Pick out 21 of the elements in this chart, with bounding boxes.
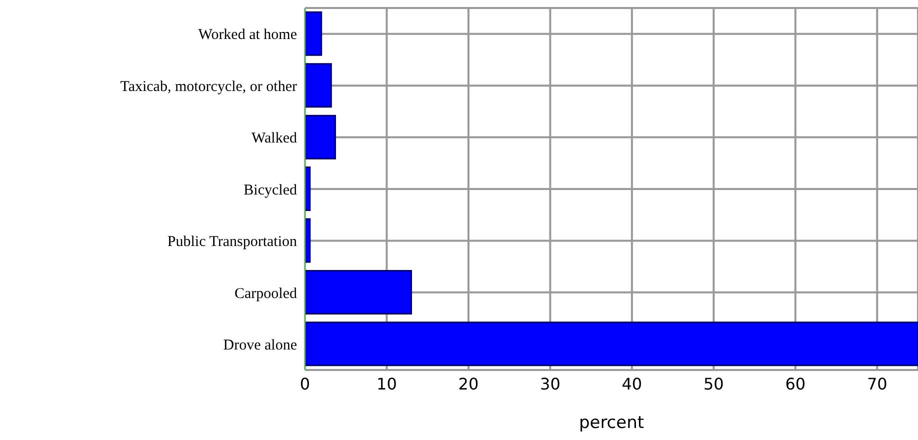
bar: [305, 270, 412, 314]
y-tick-label: Public Transportation: [167, 234, 298, 250]
y-tick-label: Carpooled: [234, 286, 298, 302]
x-tick-label: 30: [540, 374, 560, 394]
bar: [305, 322, 918, 366]
y-tick-label: Drove alone: [223, 337, 298, 354]
x-tick-label: 70: [866, 374, 888, 394]
x-tick-label: 40: [622, 374, 642, 394]
y-tick-label: Bicycled: [244, 182, 298, 198]
x-tick-label: 0: [300, 374, 310, 394]
x-axis-title: percent: [578, 413, 644, 433]
y-tick-label: Walked: [252, 130, 298, 147]
x-tick-label: 10: [376, 374, 397, 394]
bar: [305, 114, 336, 160]
x-tick-label: 20: [458, 374, 479, 394]
x-tick-label: 60: [785, 374, 806, 394]
bar: [305, 63, 332, 108]
y-tick-label: Taxicab, motorcycle, or other: [120, 78, 297, 95]
y-tick-label: Worked at home: [198, 27, 298, 44]
x-tick-label: 50: [703, 374, 724, 394]
bar: [305, 11, 322, 56]
